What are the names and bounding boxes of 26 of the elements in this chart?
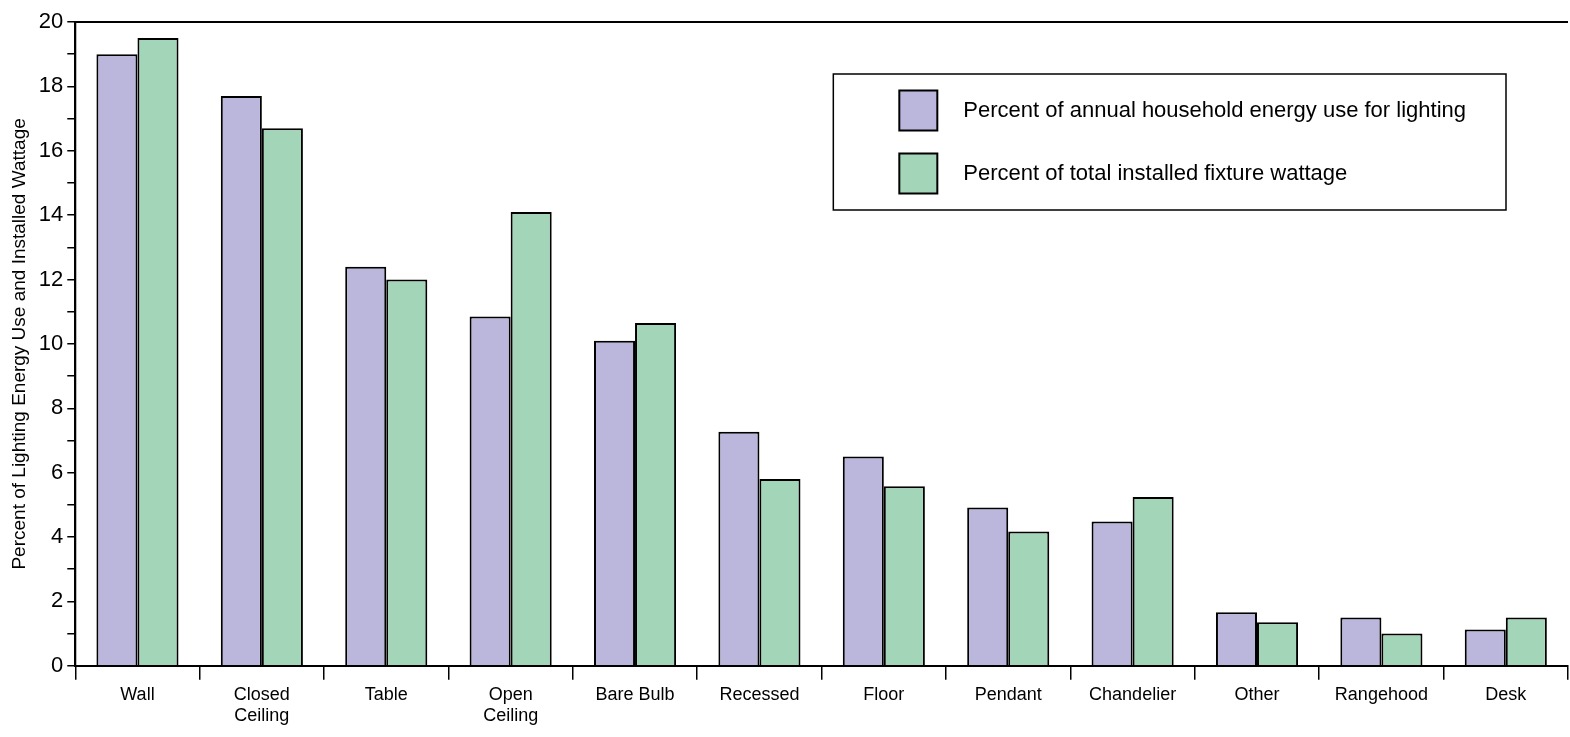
x-tick-label: Pendant: [974, 683, 1042, 704]
y-tick-label: 4: [51, 523, 64, 549]
y-tick-label: 6: [51, 458, 64, 484]
x-tick-label: Recessed: [719, 683, 800, 704]
x-tick-label: Table: [364, 683, 408, 704]
legend-label: Percent of total installed fixture wattage: [963, 159, 1348, 185]
y-tick-label: 2: [51, 587, 64, 613]
x-tick-label: Chandelier: [1089, 683, 1177, 704]
x-tick-label: Closed Ceiling: [233, 683, 290, 726]
y-tick-label: 14: [38, 201, 64, 227]
x-tick-label: Open Ceiling: [483, 683, 539, 726]
x-tick-label: Other: [1234, 683, 1280, 704]
x-tick-label: Rangehood: [1334, 683, 1428, 704]
x-tick-label: Floor: [863, 683, 905, 704]
y-tick-label: 0: [51, 651, 64, 677]
y-tick-label: 16: [38, 136, 64, 162]
x-tick-label: Wall: [120, 683, 155, 704]
y-tick-label: 18: [38, 72, 64, 98]
y-axis-title: Percent of Lighting Energy Use and Installed Wattage: [7, 118, 29, 570]
x-tick-label: Desk: [1485, 683, 1528, 704]
x-tick-label: Bare Bulb: [595, 683, 675, 704]
y-tick-label: 10: [38, 329, 64, 355]
y-tick-label: 12: [38, 265, 64, 291]
y-tick-label: 20: [38, 8, 64, 34]
legend-label: Percent of annual household energy use for lighting: [963, 96, 1467, 122]
y-tick-label: 8: [51, 394, 64, 420]
